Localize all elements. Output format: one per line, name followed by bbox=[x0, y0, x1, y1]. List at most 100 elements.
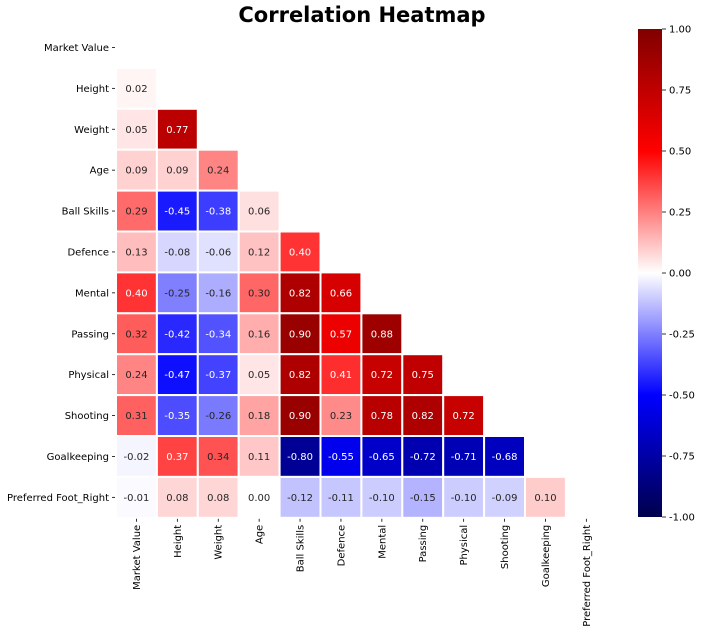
heatmap-cell: 0.09 bbox=[115, 148, 158, 192]
colorbar-tick: 0.25 bbox=[662, 208, 691, 219]
cell-value-label: -0.09 bbox=[492, 493, 518, 504]
colorbar-tick: 0.50 bbox=[662, 147, 691, 158]
cell-6-1 bbox=[155, 271, 199, 315]
y-tick-label: Preferred Foot_Right bbox=[7, 493, 109, 504]
colorbar-gradient bbox=[638, 29, 662, 517]
heatmap-cell: 0.57 bbox=[319, 312, 363, 356]
cell-11-5 bbox=[319, 475, 363, 519]
cell-value-label: -0.15 bbox=[410, 493, 436, 504]
y-tick-label: Mental bbox=[75, 288, 109, 299]
cell-value-label: -0.65 bbox=[369, 452, 395, 463]
heatmap-cell: -0.16 bbox=[196, 271, 240, 315]
cell-value-label: 0.31 bbox=[125, 411, 147, 422]
x-tick-label: Physical bbox=[459, 525, 470, 566]
heatmap-cell: 0.09 bbox=[155, 148, 199, 192]
cell-value-label: -0.01 bbox=[124, 493, 150, 504]
cell-4-3 bbox=[237, 189, 281, 233]
heatmap-cell: 0.13 bbox=[115, 230, 158, 274]
cell-value-label: 0.05 bbox=[248, 370, 270, 381]
heatmap-cell: 0.18 bbox=[237, 394, 281, 438]
heatmap-cell: 0.23 bbox=[319, 394, 363, 438]
cell-value-label: 0.40 bbox=[289, 247, 311, 258]
x-tick: Goalkeeping bbox=[541, 518, 552, 587]
heatmap-cell: 0.11 bbox=[237, 435, 281, 478]
cell-4-1 bbox=[155, 189, 199, 233]
cell-value-label: -0.10 bbox=[451, 493, 477, 504]
cell-11-1 bbox=[155, 475, 199, 519]
heatmap-cell: 0.90 bbox=[278, 312, 322, 356]
heatmap-cell: 0.32 bbox=[115, 312, 158, 356]
cell-value-label: -0.42 bbox=[164, 329, 190, 340]
x-tick-label: Mental bbox=[377, 525, 388, 559]
cell-6-0 bbox=[115, 271, 158, 315]
y-tick-label: Shooting bbox=[65, 411, 109, 422]
cell-value-label: -0.34 bbox=[205, 329, 231, 340]
heatmap-cell: -0.34 bbox=[196, 312, 240, 356]
heatmap-cell: -0.15 bbox=[401, 475, 445, 519]
cell-value-label: 0.75 bbox=[412, 370, 434, 381]
cell-7-1 bbox=[155, 312, 199, 356]
x-tick: Mental bbox=[377, 518, 388, 559]
y-tick: Height bbox=[76, 84, 115, 95]
colorbar-tick: 1.00 bbox=[662, 25, 691, 36]
heatmap-cell: -0.09 bbox=[483, 475, 527, 519]
x-axis-tick-labels: Market Value Height Weight Age Ball Skills De… bbox=[132, 518, 593, 627]
cell-8-2 bbox=[196, 353, 240, 397]
colorbar-tick-label: -0.25 bbox=[669, 330, 695, 341]
cell-8-0 bbox=[115, 353, 158, 397]
cell-value-label: 0.02 bbox=[125, 84, 147, 95]
heatmap-cell: 0.06 bbox=[237, 189, 281, 233]
cell-value-label: -0.47 bbox=[164, 370, 190, 381]
cell-value-label: 0.90 bbox=[289, 411, 311, 422]
x-tick: Height bbox=[173, 518, 184, 558]
x-tick-label: Goalkeeping bbox=[541, 525, 552, 587]
heatmap-cell: -0.37 bbox=[196, 353, 240, 397]
cell-11-6 bbox=[360, 475, 404, 519]
x-tick-label: Preferred Foot_Right bbox=[582, 525, 593, 627]
cell-value-label: 0.66 bbox=[330, 288, 352, 299]
cell-value-label: 0.13 bbox=[125, 247, 147, 258]
cell-value-label: -0.06 bbox=[205, 247, 231, 258]
y-tick-label: Ball Skills bbox=[62, 207, 109, 218]
y-tick: Passing bbox=[71, 329, 115, 340]
colorbar-tick: -0.25 bbox=[662, 330, 695, 341]
y-tick-label: Passing bbox=[71, 329, 109, 340]
x-tick: Age bbox=[255, 518, 266, 544]
cell-value-label: 0.82 bbox=[289, 288, 311, 299]
heatmap-cell: -0.25 bbox=[155, 271, 199, 315]
cell-value-label: -0.11 bbox=[328, 493, 354, 504]
heatmap-cell: -0.26 bbox=[196, 394, 240, 438]
heatmap-cell: 0.88 bbox=[360, 312, 404, 356]
colorbar-tick: -0.75 bbox=[662, 452, 695, 463]
heatmap-cell: 0.72 bbox=[442, 394, 486, 438]
x-tick-label: Passing bbox=[418, 525, 429, 563]
x-tick-label: Weight bbox=[214, 525, 225, 560]
heatmap-cell: 0.12 bbox=[237, 230, 281, 274]
cell-11-10 bbox=[524, 475, 567, 519]
cell-6-4 bbox=[278, 271, 322, 315]
cell-value-label: 0.09 bbox=[166, 166, 188, 177]
cell-value-label: 0.09 bbox=[125, 166, 147, 177]
heatmap-cell: 0.82 bbox=[278, 271, 322, 315]
colorbar-tick: 0.00 bbox=[662, 269, 691, 280]
heatmap-cell: -0.45 bbox=[155, 189, 199, 233]
x-tick: Weight bbox=[214, 518, 225, 560]
colorbar-tick-label: 1.00 bbox=[669, 25, 691, 36]
x-tick-label: Defence bbox=[336, 525, 347, 567]
y-tick-label: Market Value bbox=[44, 43, 109, 54]
heatmap-cell: 0.40 bbox=[278, 230, 322, 274]
x-tick: Defence bbox=[336, 518, 347, 567]
heatmap-cell: 0.29 bbox=[115, 189, 158, 233]
heatmap-cell: -0.10 bbox=[442, 475, 486, 519]
colorbar-tick-label: 0.75 bbox=[669, 86, 691, 97]
cell-value-label: -0.25 bbox=[164, 288, 190, 299]
heatmap-cell: 0.00 bbox=[237, 475, 281, 519]
cell-value-label: 0.08 bbox=[166, 493, 188, 504]
heatmap-cell: 0.05 bbox=[115, 107, 158, 151]
cell-6-3 bbox=[237, 271, 281, 315]
cell-value-label: 0.37 bbox=[166, 452, 188, 463]
colorbar-tick-label: -1.00 bbox=[669, 513, 695, 524]
cell-value-label: 0.06 bbox=[248, 207, 270, 218]
y-tick: Shooting bbox=[65, 411, 115, 422]
